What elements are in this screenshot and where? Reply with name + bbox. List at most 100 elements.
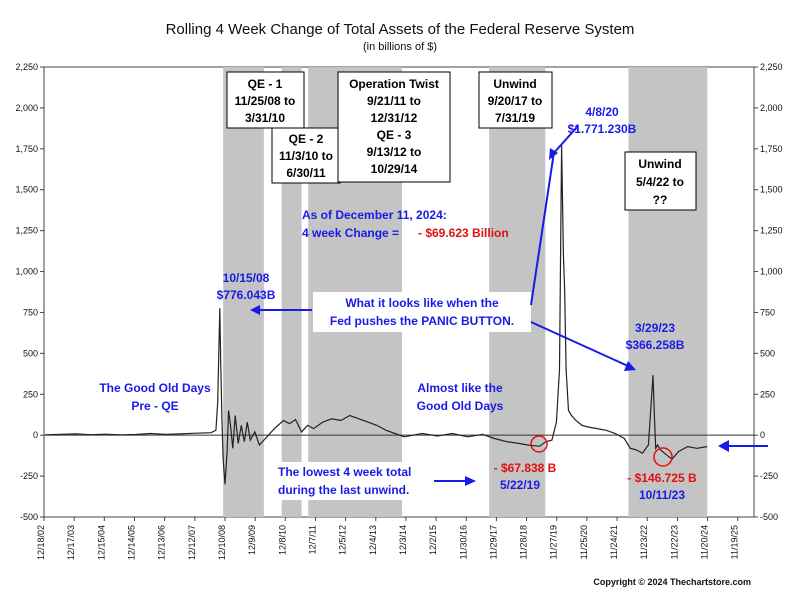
almost-line2: Good Old Days [417, 399, 504, 413]
unwind1-line1: Unwind [493, 77, 536, 91]
y-tick-label-right: 1,750 [760, 144, 783, 154]
x-tick-label: 12/4/13 [368, 525, 378, 555]
qe1-line1: QE - 1 [248, 77, 283, 91]
qe2-line2: 11/3/10 to [279, 149, 333, 163]
y-tick-label-right: 1,500 [760, 185, 783, 195]
x-tick-label: 12/13/06 [157, 525, 167, 560]
goodold-line1: The Good Old Days [99, 381, 211, 395]
x-tick-label: 11/27/19 [549, 525, 559, 559]
y-tick-label-left: 750 [23, 307, 38, 317]
low2023-value: - $146.725 B [627, 471, 697, 485]
low2023-circle [653, 447, 673, 467]
y-tick-label-left: 250 [23, 389, 38, 399]
x-tick-label: 12/18/02 [36, 525, 46, 560]
lowest-arrowhead [465, 476, 476, 486]
low2019-value: - $67.838 B [494, 461, 557, 475]
peak2023-value: $366.258B [626, 338, 685, 352]
unwind1-box: Unwind 9/20/17 to 7/31/19 [478, 71, 553, 129]
peak2023-date: 3/29/23 [635, 321, 675, 335]
twist-box: Operation Twist 9/21/11 to 12/31/12 QE -… [337, 71, 451, 183]
x-tick-label: 12/5/12 [338, 525, 348, 555]
x-tick-label: 12/14/05 [126, 525, 136, 560]
x-tick-label: 12/2/15 [428, 525, 438, 555]
panic-box: What it looks like when the Fed pushes t… [313, 292, 531, 332]
peak2008-value: $776.043B [217, 288, 276, 302]
y-tick-label-left: 1,500 [15, 185, 38, 195]
x-tick-label: 11/25/20 [579, 525, 589, 559]
y-tick-label-right: 1,000 [760, 267, 783, 277]
x-tick-label: 11/23/22 [639, 525, 649, 559]
unwind2-line3: ?? [653, 193, 668, 207]
twist-line3: 12/31/12 [371, 111, 418, 125]
y-tick-label-left: 2,000 [15, 103, 38, 113]
copyright: Copyright © 2024 Thechartstore.com [593, 577, 751, 587]
x-tick-label: 12/9/09 [247, 525, 257, 555]
lowest-box: The lowest 4 week total during the last … [272, 462, 430, 500]
y-tick-label-left: 0 [33, 430, 38, 440]
current-arrowhead [718, 440, 729, 452]
series-line-4wk-change [45, 145, 708, 485]
panic-arrowhead-left [250, 305, 260, 315]
unwind2-box: Unwind 5/4/22 to ?? [624, 151, 697, 211]
asof-line1: As of December 11, 2024: [302, 208, 447, 222]
twist-line5: 9/13/12 to [367, 145, 422, 159]
chart-subtitle: (in billions of $) [363, 41, 437, 53]
unwind2-line2: 5/4/22 to [636, 175, 684, 189]
x-tick-label: 12/8/10 [277, 525, 287, 555]
lowest-line2: during the last unwind. [278, 483, 409, 497]
y-tick-label-left: 1,000 [15, 267, 38, 277]
peak2008-date: 10/15/08 [223, 271, 270, 285]
asof-line2: 4 week Change = [302, 226, 399, 240]
y-tick-label-left: -500 [20, 512, 38, 522]
y-tick-label-right: 2,250 [760, 62, 783, 72]
peak2020-arrow [551, 125, 579, 156]
y-tick-label-right: 2,000 [760, 103, 783, 113]
y-axis-ticks: -500 -500 -250 -250 0 0 250 250 500 500 750 750 1,00… [15, 62, 782, 522]
x-tick-label: 12/12/07 [187, 525, 197, 560]
y-tick-label-left: 2,250 [15, 62, 38, 72]
y-tick-label-right: 750 [760, 307, 775, 317]
x-tick-label: 12/10/08 [217, 525, 227, 560]
y-tick-label-right: 500 [760, 348, 775, 358]
low2019-circle [530, 435, 548, 453]
y-tick-label-left: -250 [20, 471, 38, 481]
x-axis-ticks: 12/18/02 12/17/03 12/15/04 12/14/05 12/13/06… [36, 517, 740, 560]
x-tick-label: 12/17/03 [66, 525, 76, 560]
qe1-box: QE - 1 11/25/08 to 3/31/10 [226, 71, 305, 129]
y-tick-label-right: 250 [760, 389, 775, 399]
y-tick-label-right: -500 [760, 512, 778, 522]
qe2-line1: QE - 2 [289, 132, 324, 146]
x-tick-label: 11/22/23 [669, 525, 679, 559]
twist-line2: 9/21/11 to [367, 94, 421, 108]
goodold-line2: Pre - QE [131, 399, 178, 413]
panic-arrowhead-right [624, 361, 636, 371]
almost-line1: Almost like the [417, 381, 503, 395]
chart-title: Rolling 4 Week Change of Total Assets of… [166, 21, 635, 38]
low2023-date: 10/11/23 [639, 488, 685, 502]
qe1-line3: 3/31/10 [245, 111, 285, 125]
y-tick-label-right: -250 [760, 471, 778, 481]
peak2020-date: 4/8/20 [585, 105, 619, 119]
peak2020-value: $1.771.230B [568, 122, 637, 136]
twist-line4: QE - 3 [377, 128, 412, 142]
qe2-box: QE - 2 11/3/10 to 6/30/11 [271, 127, 341, 184]
unwind1-line3: 7/31/19 [495, 111, 535, 125]
y-tick-label-left: 1,250 [15, 226, 38, 236]
x-tick-label: 12/7/11 [307, 525, 317, 554]
shaded-period-0 [223, 67, 264, 517]
unwind1-line2: 9/20/17 to [488, 94, 543, 108]
x-tick-label: 11/19/25 [730, 525, 740, 559]
shaded-period-4 [628, 67, 708, 517]
panic-arrow-up [530, 151, 555, 306]
x-tick-label: 11/30/16 [458, 525, 468, 559]
y-tick-label-left: 1,750 [15, 144, 38, 154]
y-tick-label-right: 1,250 [760, 226, 783, 236]
x-tick-label: 12/15/04 [96, 525, 106, 560]
panic-arrow-right [530, 321, 629, 367]
y-tick-label-right: 0 [760, 430, 765, 440]
qe1-line2: 11/25/08 to [235, 94, 296, 108]
panic-line1: What it looks like when the [345, 296, 499, 310]
unwind2-line1: Unwind [638, 157, 681, 171]
